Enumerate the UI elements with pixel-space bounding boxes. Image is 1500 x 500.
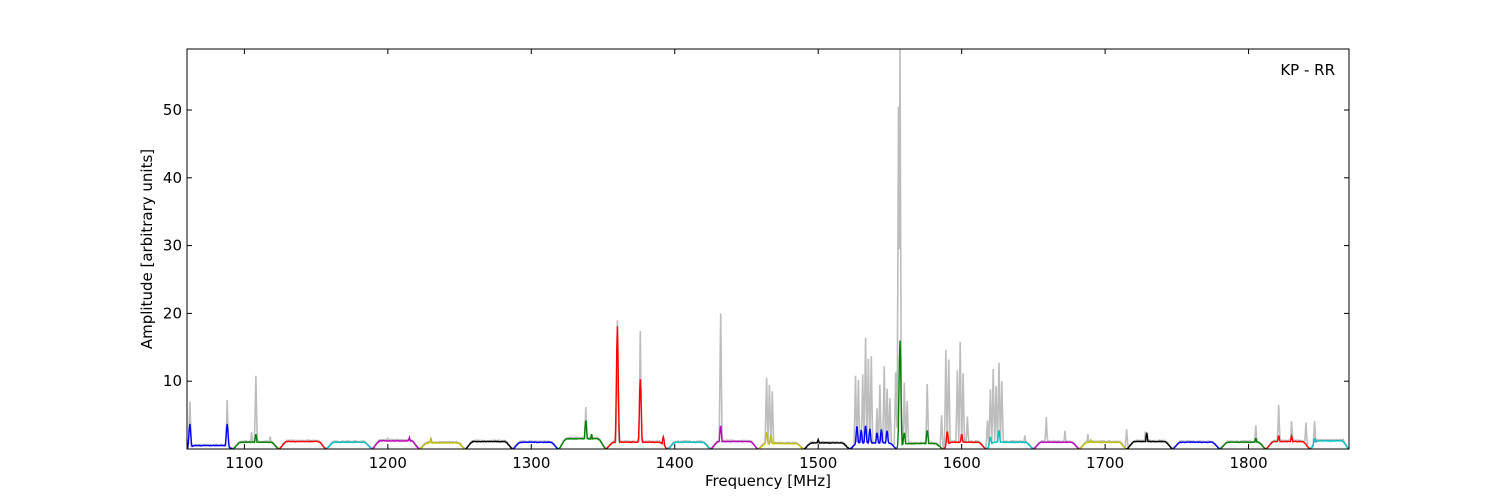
y-tick-label: 20	[163, 304, 182, 322]
y-tick-label: 40	[163, 169, 182, 187]
series-line-7	[465, 440, 513, 449]
plot-area	[187, 49, 1349, 449]
series-line-18	[985, 430, 1034, 449]
series-line-20	[1078, 438, 1127, 449]
series-line-1	[187, 423, 233, 449]
series-line-22	[1172, 441, 1220, 449]
series-line-11	[667, 441, 711, 449]
x-tick-label: 1800	[1229, 454, 1267, 472]
x-tick-label: 1600	[943, 454, 981, 472]
series-line-19	[1032, 441, 1080, 449]
series-line-14	[803, 437, 850, 449]
y-tick-label: 50	[163, 101, 182, 119]
series-line-23	[1219, 438, 1266, 449]
series-line-5	[371, 434, 420, 449]
y-axis-title: Amplitude [arbitrary units]	[138, 149, 156, 349]
series-line-8	[512, 441, 559, 449]
series-line-16	[896, 340, 943, 449]
y-tick-label: 30	[163, 237, 182, 255]
series-line-25	[1310, 438, 1349, 449]
x-axis: 1100 1200 1300 1400 1500 1600 1700 1800	[225, 49, 1268, 472]
x-tick-label: 1300	[512, 454, 550, 472]
series-line-17	[942, 431, 986, 449]
chart-annotation: KP - RR	[1280, 61, 1335, 79]
series-line-3	[278, 440, 327, 449]
series-line-13	[757, 431, 804, 449]
series-line-6	[419, 435, 466, 449]
series-group	[187, 326, 1349, 449]
series-line-2	[232, 433, 279, 449]
x-tick-label: 1500	[799, 454, 837, 472]
x-tick-label: 1100	[225, 454, 263, 472]
y-axis: 10 20 30 40 50	[163, 101, 1349, 390]
series-line-9	[558, 420, 607, 449]
series-line-10	[605, 326, 668, 449]
series-line-4	[326, 441, 372, 449]
y-tick-label: 10	[163, 372, 182, 390]
plot-frame	[186, 48, 1350, 450]
x-tick-label: 1200	[369, 454, 407, 472]
series-line-15	[849, 425, 898, 449]
x-axis-title: Frequency [MHz]	[705, 472, 831, 490]
series-line-21	[1126, 432, 1173, 449]
series-line-12	[710, 425, 758, 449]
x-tick-label: 1400	[656, 454, 694, 472]
x-tick-label: 1700	[1086, 454, 1124, 472]
series-line-24	[1265, 433, 1311, 449]
